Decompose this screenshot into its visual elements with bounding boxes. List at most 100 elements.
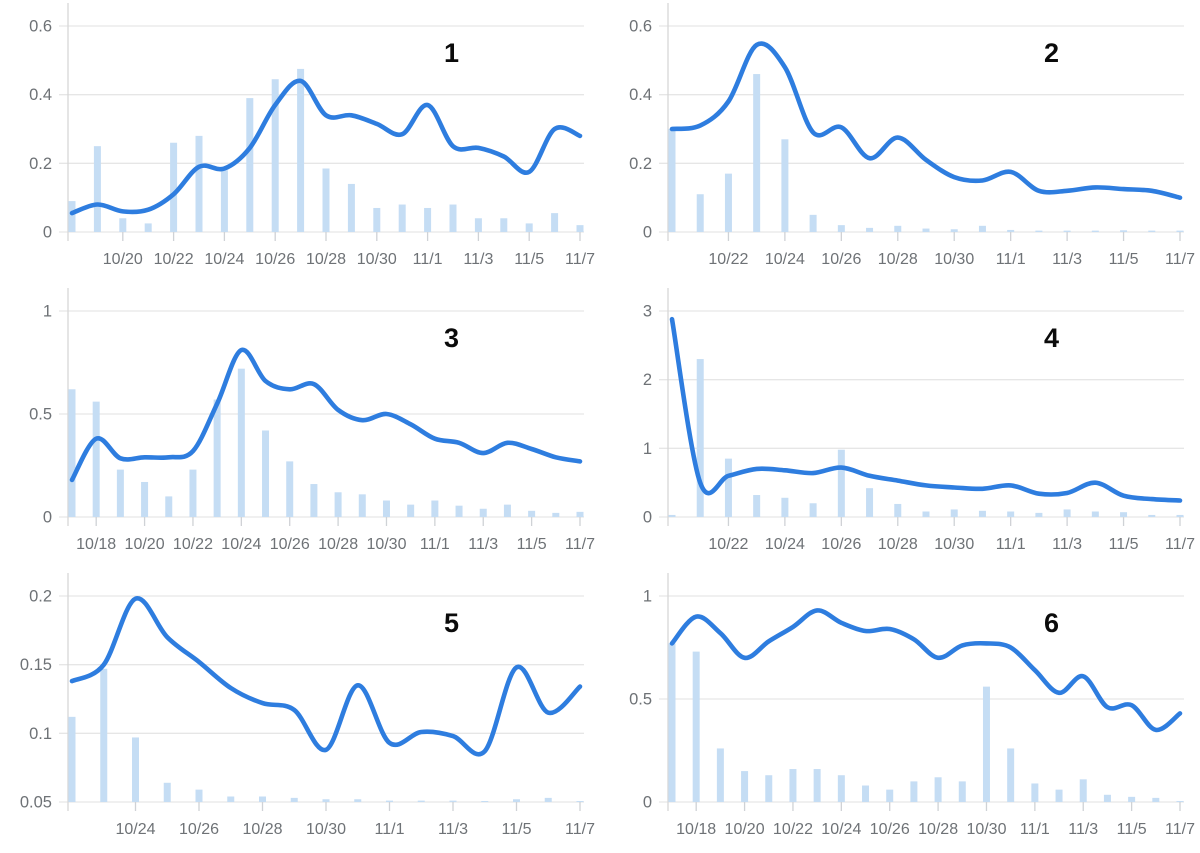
x-tick-label: 11/3 <box>468 536 498 553</box>
x-tick-label: 10/26 <box>870 821 910 838</box>
trend-line <box>669 608 1183 733</box>
bars-series <box>68 368 584 517</box>
bar <box>373 207 381 232</box>
bar <box>696 359 704 517</box>
bar <box>237 368 245 517</box>
bar <box>286 461 294 517</box>
bar <box>1055 789 1063 802</box>
x-tick-label: 10/26 <box>821 251 861 268</box>
x-tick-label: 11/3 <box>1068 821 1098 838</box>
y-axis-tick-labels: 0 0.2 0.4 0.6 <box>629 18 652 242</box>
gridlines <box>59 310 584 518</box>
bars-series <box>668 359 1184 517</box>
bar <box>132 737 139 802</box>
y-tick-label: 0.1 <box>29 725 52 743</box>
x-tick-label: 11/1 <box>996 536 1026 553</box>
bar <box>724 173 732 232</box>
bar <box>474 218 482 232</box>
chart-4-number-label: 4 <box>1044 323 1060 353</box>
x-tick-label: 10/22 <box>773 821 813 838</box>
y-tick-label: 3 <box>643 303 652 321</box>
x-tick-label: 10/30 <box>934 536 974 553</box>
bar <box>347 183 355 232</box>
bar <box>1176 514 1184 517</box>
bar <box>322 799 330 802</box>
y-tick-label: 1 <box>43 303 52 321</box>
bar <box>1148 514 1156 517</box>
chart-2-number-label: 2 <box>1044 38 1060 68</box>
bar <box>692 651 700 802</box>
y-tick-label: 0.5 <box>29 406 52 424</box>
bar <box>165 496 173 517</box>
bar <box>195 789 203 802</box>
chart-4-plot: 0 1 2 3 10/22 10/24 10/26 10/28 10/30 11/1 11/3 11/… <box>643 288 1195 553</box>
x-tick-label: 10/18 <box>76 536 116 553</box>
x-tick-label: 10/30 <box>934 251 974 268</box>
gridlines <box>659 25 1184 233</box>
bar <box>68 389 76 517</box>
bar <box>1120 230 1128 232</box>
x-tick-label: 11/1 <box>1020 821 1050 838</box>
bar <box>354 799 362 802</box>
bar <box>1035 512 1043 517</box>
y-tick-label: 0 <box>643 509 652 527</box>
x-tick-label: 10/28 <box>878 536 918 553</box>
bar <box>119 218 127 232</box>
x-tick-label: 10/24 <box>765 536 805 553</box>
x-tick-label: 11/5 <box>514 251 544 268</box>
x-tick-label: 10/30 <box>966 821 1006 838</box>
bar <box>170 142 178 232</box>
y-tick-label: 0.6 <box>629 18 652 36</box>
x-tick-label: 10/24 <box>204 251 244 268</box>
bar <box>1091 511 1099 517</box>
x-tick-label: 11/5 <box>1117 821 1147 838</box>
bar <box>789 769 797 802</box>
x-tick-label: 11/1 <box>375 821 405 838</box>
bar <box>449 204 457 232</box>
bar <box>934 777 942 802</box>
chart-2-plot: 00.20.40.610/22 10/24 10/26 10/28 10/30 11/1 1… <box>629 3 1195 268</box>
bar <box>809 214 817 232</box>
bar <box>1176 800 1184 802</box>
bar <box>290 797 298 802</box>
x-tick-label: 10/28 <box>306 251 346 268</box>
bar <box>982 686 990 802</box>
bar <box>1035 230 1043 232</box>
bar <box>334 492 342 517</box>
bar <box>753 74 761 232</box>
bar <box>528 510 536 517</box>
trend-line <box>69 596 583 757</box>
x-axis-tick-labels: 10/24 10/26 10/28 10/30 11/1 11/3 11/5 11/7 <box>115 821 595 838</box>
y-axis-tick-labels: 00.51 <box>29 303 52 527</box>
x-tick-label: 10/26 <box>255 251 295 268</box>
bar <box>552 512 560 517</box>
bar <box>978 510 986 517</box>
y-tick-label: 0.5 <box>629 691 652 709</box>
bar <box>116 469 124 517</box>
chart-panel-2: 0 0.2 0.4 0.6 10/22 10/24 10/26 10/28 10/30 11/1 1… <box>600 0 1200 285</box>
bar <box>227 796 235 802</box>
x-tick-label: 11/3 <box>463 251 493 268</box>
x-axis-tick-labels: 10/22 10/24 10/26 10/28 10/30 11/1 11/3 11/5 11/… <box>708 536 1195 553</box>
x-tick-label: 11/1 <box>420 536 450 553</box>
bar <box>297 68 305 233</box>
bar <box>100 668 108 802</box>
x-axis-tick-labels: 10/20 10/22 10/24 10/26 10/28 10/30 11/1 11/3 11… <box>103 251 595 268</box>
y-tick-label: 0.05 <box>20 794 52 812</box>
bars-series <box>68 668 584 802</box>
bar <box>922 511 930 517</box>
bar <box>1103 794 1111 802</box>
y-tick-label: 0.4 <box>629 86 652 104</box>
bar <box>1176 230 1184 232</box>
bar <box>958 781 966 802</box>
bar <box>1148 230 1156 232</box>
bar <box>544 797 552 802</box>
x-tick-label: 11/3 <box>1052 251 1082 268</box>
bar <box>978 225 986 232</box>
chart-3-number-label: 3 <box>444 323 460 353</box>
trend-line <box>69 347 583 483</box>
bar <box>163 782 171 802</box>
chart-panel-1: 0 0.2 0.4 0.6 10/20 10/22 10/24 10/26 10/28 10/30… <box>0 0 600 285</box>
bar <box>262 430 270 517</box>
